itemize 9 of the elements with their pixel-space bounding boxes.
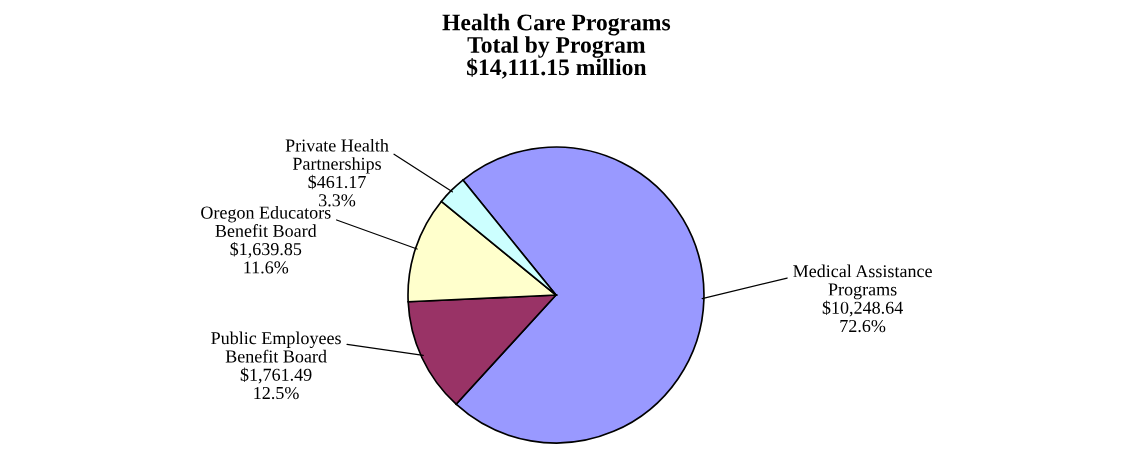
slice-label: Medical Assistance Programs <box>793 264 932 300</box>
chart-title: Health Care Programs Total by Program $14,111.15 million <box>442 13 671 79</box>
data-label: $1,761.49 12.5% <box>240 367 312 400</box>
data-label: $461.17 3.3% <box>308 174 366 207</box>
data-label: $1,639.85 11.6% <box>230 241 302 274</box>
slice-label: Oregon Educators Benefit Board <box>201 205 331 237</box>
slice-label: Public Employees Benefit Board <box>211 331 341 363</box>
data-label: $10,248.64 72.6% <box>822 300 903 333</box>
slice-label: Private Health Partnerships <box>285 138 389 174</box>
